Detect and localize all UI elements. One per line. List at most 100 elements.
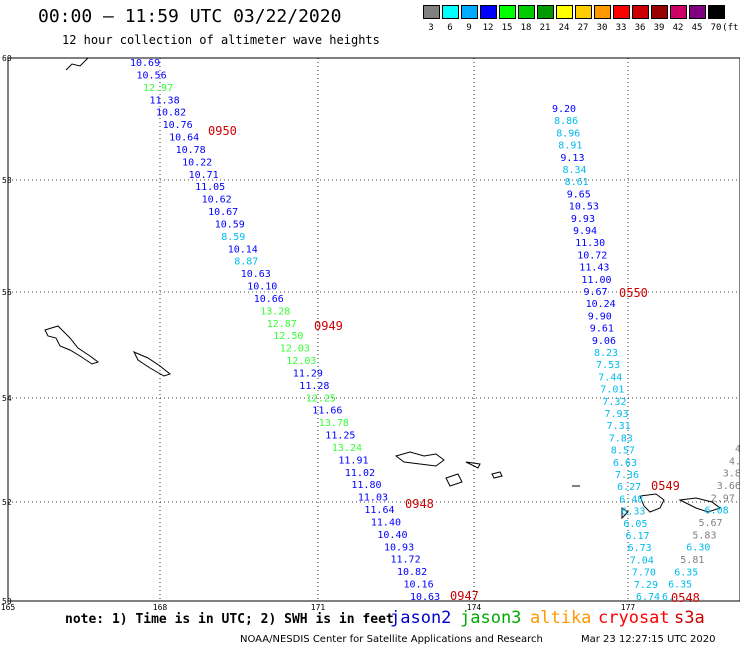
track-right-value: 9.61: [590, 324, 614, 335]
footer-credit: NOAA/NESDIS Center for Satellite Applica…: [240, 634, 543, 645]
track-left-value: 10.82: [156, 108, 186, 119]
track-right-value: 9.20: [552, 104, 576, 115]
page-title: 00:00 – 11:59 UTC 03/22/2020: [38, 6, 342, 27]
track-left-value: 10.67: [208, 207, 238, 218]
track-right-value: 8.23: [594, 348, 618, 359]
track-right-value: 7.32: [602, 397, 626, 408]
map-frame: [7, 57, 740, 602]
legend-label-3: 3: [428, 23, 434, 33]
island-amchitka: [678, 497, 722, 513]
track-left-value: 8.87: [234, 257, 258, 268]
track-right-value: 9.93: [571, 214, 595, 225]
pass-time-label: 0550: [619, 286, 648, 300]
legend-label-39: 39: [653, 23, 665, 33]
track-left-value: 10.22: [182, 157, 212, 168]
pass-time-label: 0948: [405, 497, 434, 511]
lon-tick-label: 165: [1, 603, 16, 612]
track-far-right-value: 6.35: [674, 567, 698, 578]
track-right-value: 7.70: [632, 568, 656, 579]
track-right-value: 7.29: [634, 580, 658, 591]
track-left-value: 10.56: [137, 70, 167, 81]
legend-label-33: 33: [615, 23, 627, 33]
legend-swatch-24: [556, 5, 573, 19]
legend-swatch-30: [594, 5, 611, 19]
track-right-value: 7.93: [605, 409, 629, 420]
coastlines: [44, 57, 722, 520]
footer-timestamp: Mar 23 12:27:15 UTC 2020: [581, 634, 716, 645]
track-right-value: 10.53: [569, 202, 599, 213]
track-right-value: 8.91: [558, 141, 582, 152]
track-left-value: 10.71: [189, 170, 219, 181]
lat-tick-label: 52: [2, 498, 12, 507]
legend-swatch-15: [499, 5, 516, 19]
track-right-value: 11.43: [579, 263, 609, 274]
legend-swatch-18: [518, 5, 535, 19]
track-left-value: 12.03: [286, 356, 316, 367]
track-left-value: 10.62: [202, 195, 232, 206]
satellite-label-jason3: jason3: [460, 608, 522, 628]
legend-label-9: 9: [466, 23, 472, 33]
track-left-value: 10.76: [163, 120, 193, 131]
legend-label-45: 45: [691, 23, 703, 33]
page-subtitle: 12 hour collection of altimeter wave hei…: [62, 33, 380, 47]
track-right-value: 7.01: [600, 385, 624, 396]
track-left-value: 13.24: [332, 443, 362, 454]
track-left-value: 11.66: [312, 406, 342, 417]
track-right-value: 8.34: [563, 165, 587, 176]
legend-swatch-33: [613, 5, 630, 19]
satellite-label-altika: altika: [530, 608, 592, 628]
legend-swatch-42: [670, 5, 687, 19]
track-right-value: 7.53: [596, 360, 620, 371]
track-left-value: 10.63: [241, 269, 271, 280]
legend-label-42: 42: [672, 23, 684, 33]
legend-label-27: 27: [577, 23, 589, 33]
track-left-value: 12.97: [143, 83, 173, 94]
island-medny: [132, 351, 172, 377]
lon-tick-label: 171: [311, 603, 326, 612]
track-left-value: 10.69: [130, 58, 160, 69]
track-left-value: 11.91: [338, 455, 368, 466]
legend-swatch-6: [442, 5, 459, 19]
track-left-value: 10.78: [176, 145, 206, 156]
axis-ticks: 165 168 171 174 177 60 58 56 54 52 50: [1, 54, 636, 612]
pass-time-label: 0947: [450, 589, 479, 603]
track-far-right-value: 6.30: [686, 543, 710, 554]
track-left-value: 12.03: [280, 344, 310, 355]
legend-swatch-70: [708, 5, 725, 19]
track-left-value: 11.64: [364, 505, 394, 516]
legend-label-6: 6: [447, 23, 453, 33]
track-left-value: 11.02: [345, 468, 375, 479]
track-left-value: 11.03: [358, 493, 388, 504]
track-right-value: 8.57: [611, 446, 635, 457]
track-right-value: 11.30: [575, 238, 605, 249]
track-left-value: 11.72: [391, 555, 421, 566]
track-right-value: 8.96: [556, 128, 580, 139]
track-far-right-value: 6.08: [705, 506, 729, 517]
island-kiska: [639, 493, 665, 513]
track-left-value: 11.80: [351, 480, 381, 491]
track-left-value: 10.66: [254, 294, 284, 305]
legend-label-36: 36: [634, 23, 646, 33]
track-right-value: 9.94: [573, 226, 597, 237]
track-right-value: 6.74: [636, 592, 660, 603]
lat-tick-label: 60: [2, 54, 12, 63]
track-left-value: 11.29: [293, 369, 323, 380]
track-left-value: 10.14: [228, 244, 258, 255]
legend-swatch-27: [575, 5, 592, 19]
track-left-value: 10.93: [384, 542, 414, 553]
track-left-value: 11.05: [195, 182, 225, 193]
track-far-right-value: 4.2: [729, 456, 740, 467]
track-right-value: 6.48: [619, 494, 643, 505]
lat-tick-label: 54: [2, 394, 12, 403]
satellite-label-jason2: jason2: [390, 608, 452, 628]
track-left-value: 8.59: [221, 232, 245, 243]
track-right-value: 6.33: [621, 507, 645, 518]
lat-tick-label: 58: [2, 176, 12, 185]
legend-swatch-9: [461, 5, 478, 19]
track-right-value: 9.06: [592, 336, 616, 347]
lon-tick-label: 177: [621, 603, 636, 612]
pass-time-label: 0549: [651, 479, 680, 493]
track-right-value: 9.90: [588, 311, 612, 322]
track-right-value: 7.44: [598, 372, 622, 383]
